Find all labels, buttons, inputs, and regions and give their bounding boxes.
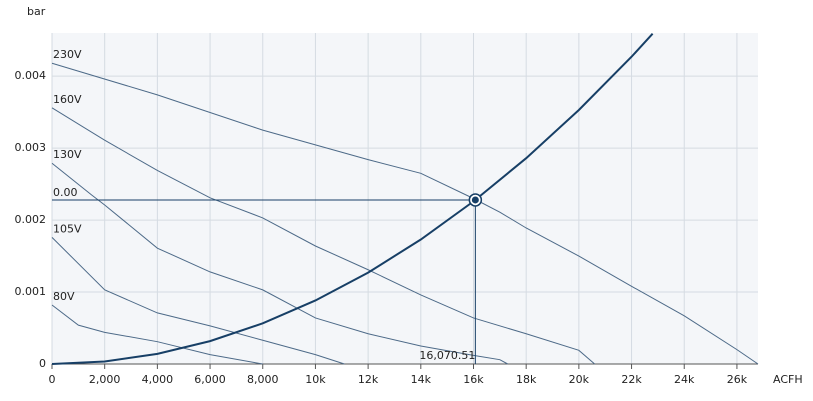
y-tick-label: 0.002 xyxy=(15,213,47,226)
x-tick-label: 4,000 xyxy=(142,373,174,386)
system-curve xyxy=(51,33,654,365)
series-label: 230V xyxy=(53,48,82,61)
x-tick-label: 2,000 xyxy=(89,373,121,386)
pump-curve xyxy=(51,162,508,365)
x-tick-label: 22k xyxy=(621,373,642,386)
series-label: 130V xyxy=(53,148,82,161)
series-label: 105V xyxy=(53,222,82,235)
series-label: 160V xyxy=(53,93,82,106)
x-tick-label: 24k xyxy=(674,373,695,386)
x-axis-label: ACFH xyxy=(773,373,803,386)
x-tick-label: 0 xyxy=(49,373,56,386)
x-tick-label: 6,000 xyxy=(194,373,226,386)
x-tick-label: 16k xyxy=(463,373,484,386)
x-tick-label: 10k xyxy=(305,373,326,386)
pump-curve xyxy=(51,304,263,365)
operating-point-dot xyxy=(471,196,479,204)
x-tick-label: 20k xyxy=(569,373,590,386)
pump-curve xyxy=(51,107,595,365)
x-tick-label: 8,000 xyxy=(247,373,279,386)
series-label: 80V xyxy=(53,290,75,303)
x-tick-label: 26k xyxy=(727,373,748,386)
plot-area xyxy=(52,33,758,364)
x-tick-label: 18k xyxy=(516,373,537,386)
x-tick-label: 12k xyxy=(358,373,379,386)
x-tick-label: 14k xyxy=(411,373,432,386)
y-tick-label: 0.003 xyxy=(15,141,47,154)
pump-curve xyxy=(51,237,345,365)
y-axis-label: bar xyxy=(27,5,46,18)
pump-curve xyxy=(51,62,759,365)
y-tick-label: 0 xyxy=(39,357,46,370)
operating-x-label: 16,070.51 xyxy=(419,349,475,362)
operating-y-label: 0.00 xyxy=(53,186,78,199)
y-tick-label: 0.004 xyxy=(15,69,47,82)
y-tick-label: 0.001 xyxy=(15,285,47,298)
